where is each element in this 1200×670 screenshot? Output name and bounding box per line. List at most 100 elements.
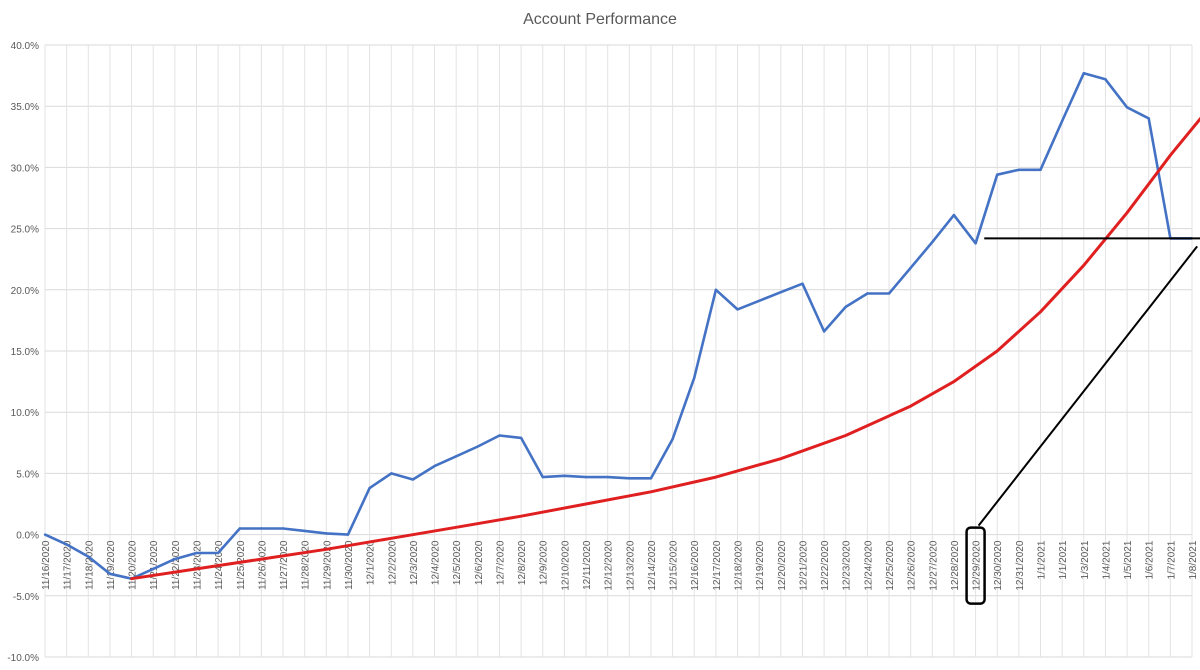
data-point [454,455,458,458]
data-point [346,533,350,536]
data-point [996,173,999,176]
data-point [87,555,90,558]
x-tick-label: 12/5/2020 [452,540,463,585]
x-tick-label: 12/3/2020 [409,540,420,585]
y-tick-label: 25.0% [11,225,39,236]
data-point [1039,168,1042,172]
x-tick-label: 1/5/2021 [1123,540,1134,579]
x-tick-label: 11/25/2020 [236,540,247,590]
y-tick-label: 20.0% [11,286,39,297]
data-point [152,567,155,571]
data-point [216,551,220,555]
x-tick-label: 11/19/2020 [106,540,117,590]
x-tick-label: 11/27/2020 [279,540,290,590]
x-tick-label: 11/29/2020 [322,540,333,590]
x-tick-label: 12/16/2020 [690,540,701,590]
data-point [519,436,523,440]
x-tick-label: 12/9/2020 [539,540,550,585]
data-point [433,464,436,468]
y-tick-label: 15.0% [11,347,39,358]
x-tick-label: 12/10/2020 [560,540,571,590]
data-point [65,543,68,546]
date-highlight-box [965,526,986,605]
x-tick-label: 1/7/2021 [1166,540,1177,579]
data-point [1017,168,1021,172]
pointer-line [977,245,1198,527]
data-point [195,551,198,555]
x-tick-label: 12/25/2020 [885,540,896,590]
data-point [909,266,912,269]
data-point [757,299,761,303]
data-point [1125,106,1129,109]
y-tick-label: 10.0% [11,408,39,419]
data-point [303,529,306,533]
x-tick-label: 11/16/2020 [41,540,52,590]
y-tick-label: 5.0% [16,469,39,480]
y-tick-label: 30.0% [11,163,39,174]
x-tick-label: 12/13/2020 [625,540,636,590]
data-point [822,330,826,333]
data-point [325,532,328,535]
data-point [1104,78,1107,81]
chart-title: Account Performance [523,11,677,28]
x-tick-label: 1/1/2021 [1058,540,1069,579]
data-point [628,477,631,480]
series-line [44,71,1192,581]
x-tick-label: 11/22/2020 [171,540,182,590]
data-point [368,486,371,490]
x-tick-label: 12/30/2020 [993,540,1004,590]
data-point [866,292,869,295]
data-point [498,434,501,437]
x-tick-label: 1/8/2021 [1188,540,1199,579]
data-point [476,445,480,448]
x-tick-label: 12/26/2020 [907,540,918,590]
x-tick-label: 12/1/2020 [366,540,377,585]
y-tick-label: 35.0% [11,102,39,113]
x-tick-label: 1/4/2021 [1101,540,1112,579]
x-tick-label: 12/4/2020 [431,540,442,585]
y-tick-label: -5.0% [13,592,39,603]
x-tick-label: 12/15/2020 [669,540,680,590]
data-point [844,305,847,309]
x-tick-label: 11/17/2020 [63,540,74,590]
data-point [693,376,696,380]
data-point [952,213,956,217]
x-tick-label: 12/29/2020 [972,540,983,590]
x-tick-label: 12/28/2020 [950,540,961,590]
data-point [887,292,891,295]
x-tick-label: 12/23/2020 [842,540,853,590]
x-tick-label: 11/21/2020 [149,540,160,590]
data-point [779,291,783,294]
y-axis-ticks: 40.0% 35.0% 30.0% 25.0% 20.0% 15.0% 10.0% 5.0% 0… [7,41,39,664]
data-point [714,288,718,291]
data-point [260,527,263,530]
data-point [411,478,415,481]
x-tick-label: 11/26/2020 [257,540,268,590]
data-point [584,475,588,479]
x-tick-label: 11/18/2020 [84,540,95,590]
y-tick-label: 0.0% [16,531,39,542]
x-tick-label: 12/18/2020 [734,540,745,590]
data-point [563,474,566,478]
x-tick-label: 12/31/2020 [1015,540,1026,590]
x-tick-label: 1/1/2021 [1037,540,1048,579]
data-point [1147,117,1150,120]
data-point [281,527,285,530]
x-tick-label: 1/3/2021 [1080,540,1091,579]
x-tick-label: 12/7/2020 [495,540,506,585]
data-point [649,477,653,480]
x-tick-label: 11/30/2020 [344,540,355,590]
x-tick-label: 12/14/2020 [647,540,658,590]
data-point [108,572,112,575]
data-point [238,527,241,530]
data-point [671,437,674,441]
x-tick-label: 11/20/2020 [128,540,139,590]
x-tick-label: 1/6/2021 [1145,540,1156,579]
x-tick-label: 12/8/2020 [517,540,528,585]
x-tick-label: 12/6/2020 [474,540,485,585]
data-point [931,240,934,244]
data-point [606,475,609,479]
x-tick-label: 12/17/2020 [712,540,723,590]
